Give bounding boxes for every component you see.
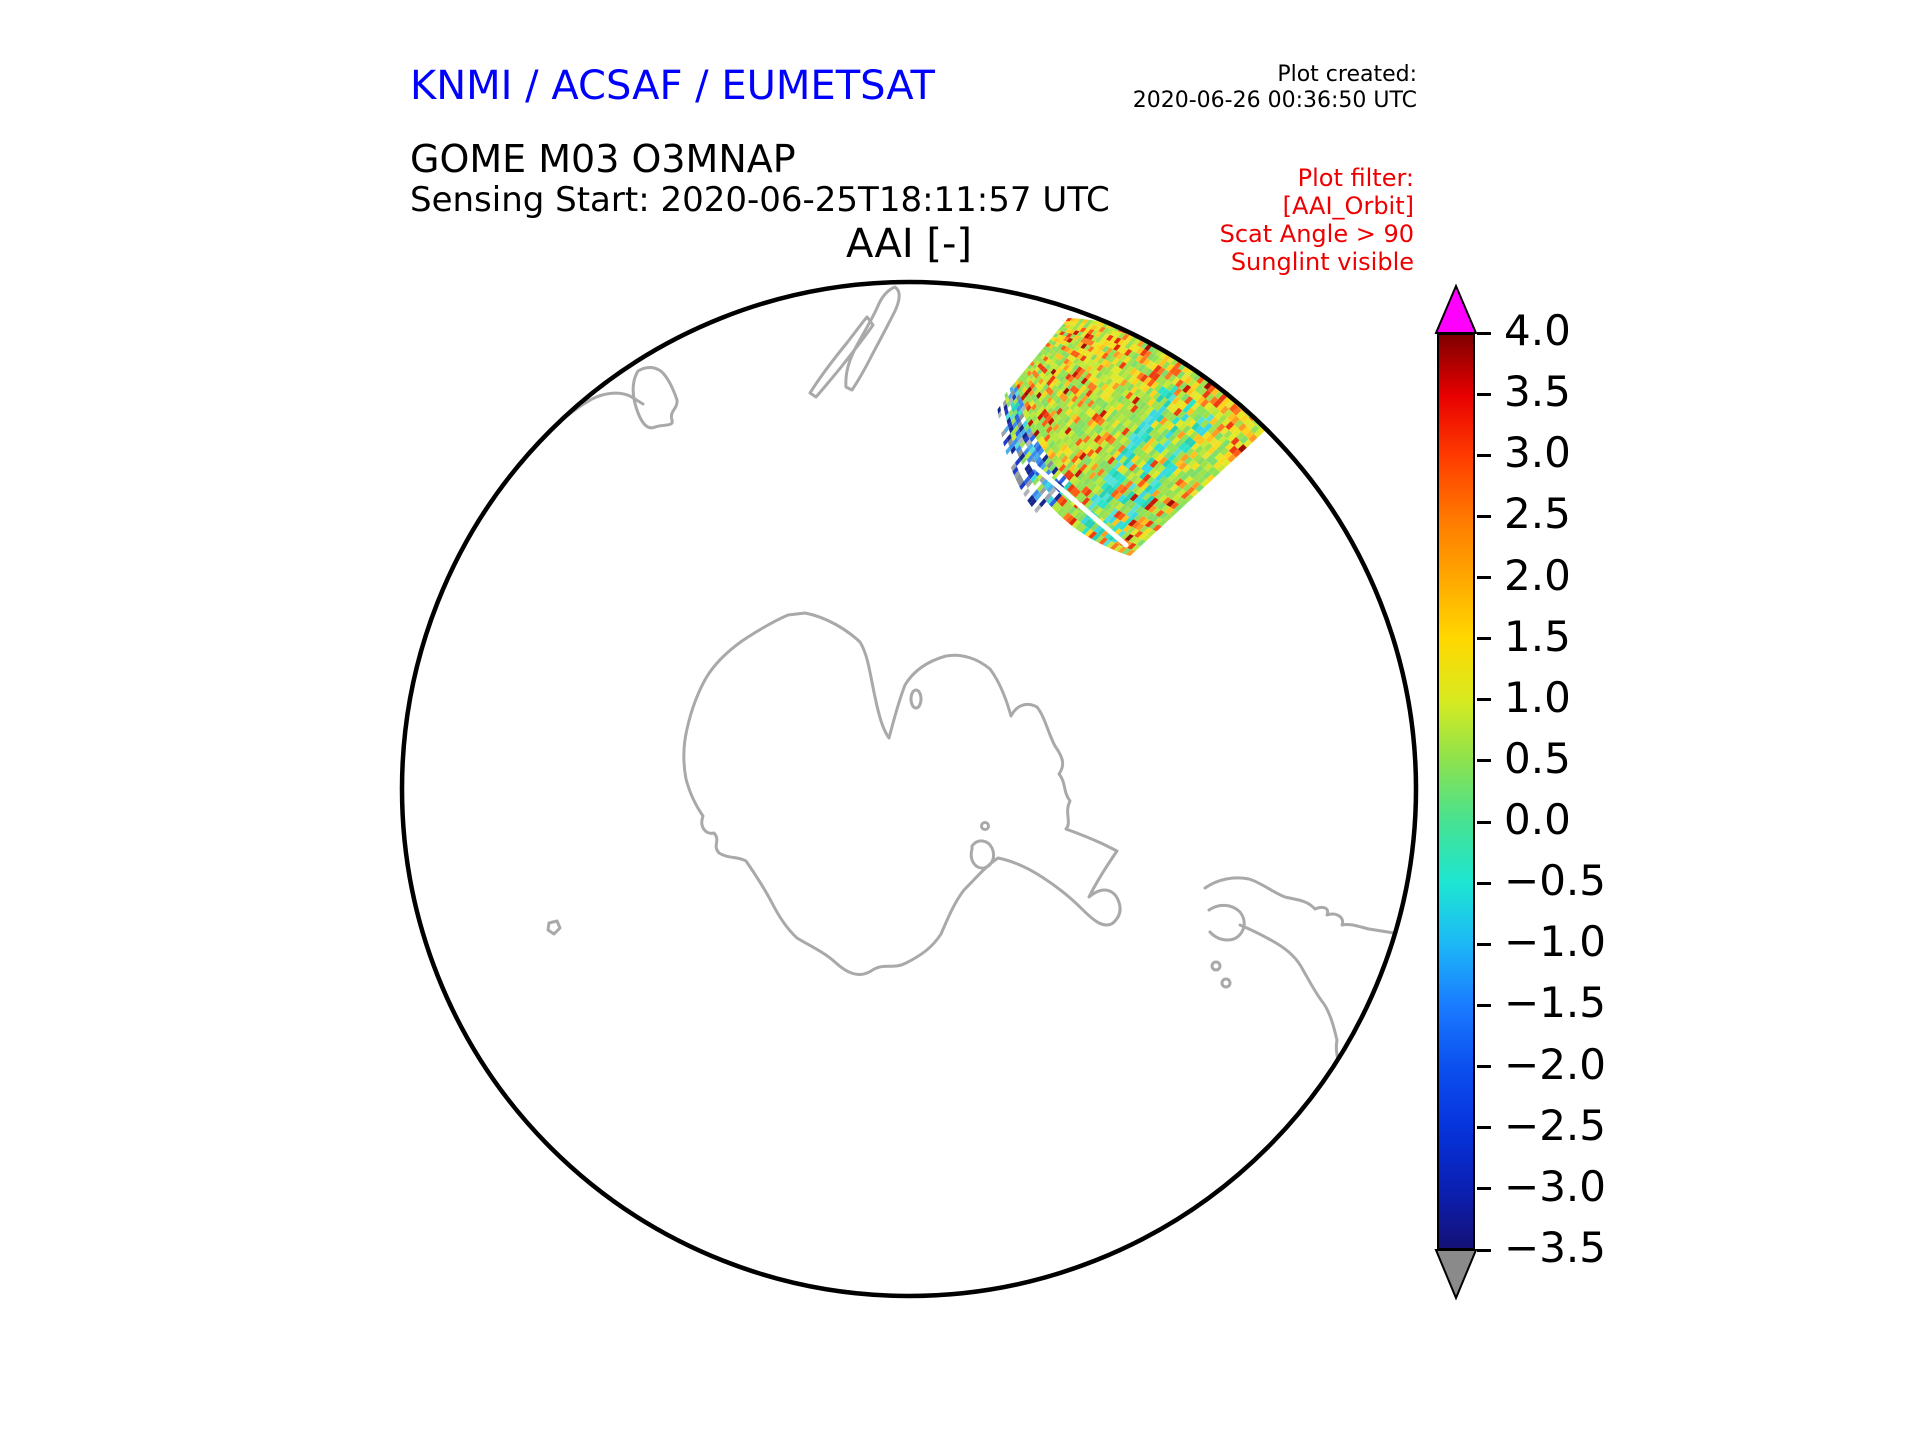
colorbar-tick-label: 0.0	[1504, 795, 1571, 845]
colorbar-tick-mark	[1477, 1126, 1491, 1130]
small-island	[546, 919, 562, 936]
colorbar-tick-label: −3.5	[1504, 1223, 1606, 1272]
colorbar-tick-label: 3.0	[1504, 428, 1571, 478]
tasmania-coastline	[631, 366, 679, 430]
colorbar-tick-mark	[1477, 514, 1491, 518]
small-island	[1220, 977, 1232, 989]
colorbar-under-arrow	[1434, 1249, 1478, 1301]
colorbar-tick-mark	[1477, 1248, 1491, 1252]
tierra-del-fuego-coastline	[1207, 903, 1341, 1068]
small-island	[1210, 960, 1222, 972]
plot-filter-block: Plot filter: [AAI_Orbit] Scat Angle > 90…	[1220, 164, 1414, 276]
colorbar-tick-mark	[1477, 453, 1491, 457]
plot-created-timestamp: 2020-06-26 00:36:50 UTC	[1132, 88, 1417, 113]
product-title: GOME M03 O3MNAP	[410, 137, 796, 181]
colorbar-tick-label: −2.5	[1504, 1100, 1606, 1150]
antarctica-coastline	[682, 611, 1122, 976]
colorbar-tick-label: 2.5	[1504, 489, 1571, 539]
colorbar-tick-mark	[1477, 392, 1491, 396]
patagonia-north-coastline	[1203, 876, 1396, 935]
colorbar-tick-mark	[1477, 1003, 1491, 1007]
colorbar-over-arrow	[1434, 283, 1478, 334]
colorbar-tick-mark	[1477, 1065, 1491, 1069]
colorbar-tick-label: 4.0	[1504, 306, 1571, 355]
plot-created-label: Plot created:	[1277, 62, 1417, 87]
plot-filter-line: Plot filter:	[1297, 164, 1414, 192]
colorbar-tick-label: −1.5	[1504, 978, 1606, 1028]
swath-data-gap-line	[1029, 461, 1129, 548]
new-zealand-south-island	[808, 315, 875, 399]
sensing-start-label: Sensing Start: 2020-06-25T18:11:57 UTC	[410, 180, 1110, 220]
colorbar-tick-mark	[1477, 576, 1491, 580]
colorbar-tick-label: 1.5	[1504, 611, 1571, 661]
colorbar-tick-mark	[1477, 698, 1491, 702]
satellite-swath	[997, 318, 1268, 556]
new-zealand-north-island	[844, 285, 901, 392]
plot-filter-line: [AAI_Orbit]	[1282, 192, 1414, 220]
colorbar-tick-mark	[1477, 637, 1491, 641]
swath-heatmap-cells	[997, 318, 1268, 556]
colorbar-gradient	[1437, 333, 1475, 1250]
berkner-island	[969, 839, 996, 870]
brand-title: KNMI / ACSAF / EUMETSAT	[410, 63, 935, 109]
colorbar-tick-label: −3.0	[1504, 1161, 1606, 1211]
colorbar-tick-mark	[1477, 759, 1491, 763]
small-island	[980, 821, 990, 831]
colorbar-tick-label: 2.0	[1504, 550, 1571, 600]
colorbar-tick-mark	[1477, 1187, 1491, 1191]
colorbar-tick-mark	[1477, 331, 1491, 335]
colorbar-tick-label: 3.5	[1504, 367, 1571, 417]
map-title: AAI [-]	[846, 221, 972, 267]
colorbar-tick-label: −1.0	[1504, 917, 1606, 967]
plot-filter-line: Scat Angle > 90	[1219, 220, 1414, 248]
colorbar-tick-mark	[1477, 942, 1491, 946]
australia-coastline	[554, 391, 645, 428]
map-boundary-circle	[399, 279, 1419, 1299]
coastlines-layer	[546, 285, 1396, 1068]
colorbar-tick-label: 1.0	[1504, 672, 1571, 722]
colorbar-tick-mark	[1477, 820, 1491, 824]
colorbar-tick-label: 0.5	[1504, 733, 1571, 783]
colorbar-tick-mark	[1477, 881, 1491, 885]
plot-filter-line: Sunglint visible	[1230, 248, 1414, 276]
colorbar-tick-label: −2.0	[1504, 1039, 1606, 1089]
colorbar-tick-label: −0.5	[1504, 856, 1606, 906]
ross-island	[909, 688, 923, 710]
plot-created-block: Plot created: 2020-06-26 00:36:50 UTC	[1133, 62, 1417, 114]
